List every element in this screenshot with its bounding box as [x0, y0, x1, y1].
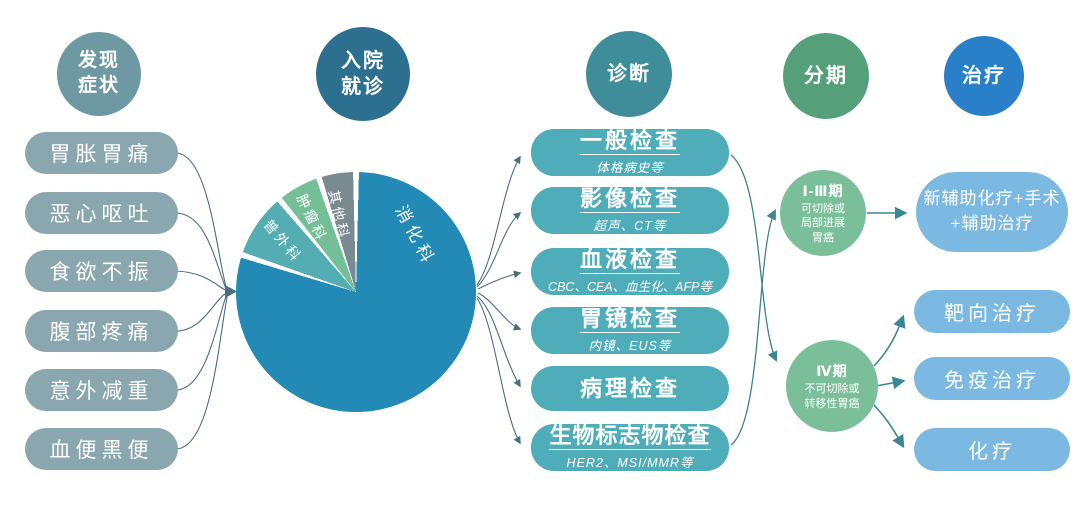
symptom-label: 意外减重 — [49, 380, 154, 403]
connector-diagnosis-to-staging — [730, 154, 778, 446]
staging-circle-stage1-3: Ⅰ-Ⅲ期 可切除或 局部进展 胃癌 — [780, 170, 866, 256]
symptom-label: 恶心呕吐 — [49, 203, 154, 226]
diagnosis-pill-general-exam: 一般检查 体格病史等 — [531, 129, 729, 176]
symptom-label: 腹部疼痛 — [49, 321, 154, 344]
treatment-pill-neoadjuvant-surgery: 新辅助化疗+手术 +辅助治疗 — [916, 172, 1068, 252]
symptom-pill: 意外减重 — [25, 369, 178, 411]
stage-circle-staging: 分期 — [783, 33, 869, 119]
staging-desc-line: 不可切除或 — [804, 383, 860, 396]
staging-desc-line: 胃癌 — [812, 231, 834, 244]
diagnosis-pill-imaging: 影像检查 超声、CT等 — [531, 187, 729, 234]
treatment-label-line: 靶向治疗 — [944, 303, 1040, 325]
diagnosis-pill-biomarker: 生物标志物检查 HER2、MSI/MMR等 — [531, 424, 729, 471]
staging-desc-line: 局部进展 — [801, 217, 845, 230]
diagnosis-subtitle: 内镜、EUS等 — [588, 338, 672, 353]
stage-label-line: 症状 — [77, 75, 120, 96]
stage-circle-diagnosis: 诊断 — [586, 31, 672, 117]
connector-symptoms-to-pie — [175, 152, 228, 450]
symptom-pill: 食欲不振 — [25, 250, 178, 292]
diagnosis-title: 一般检查 — [579, 128, 680, 155]
symptom-pill: 腹部疼痛 — [25, 310, 178, 352]
stage-label-line: 入院 — [341, 50, 385, 72]
diagnosis-title: 血液检查 — [579, 247, 680, 274]
stage-label-line: 诊断 — [607, 63, 651, 85]
diagnosis-pill-blood-test: 血液检查 CBC、CEA、血生化、AFP等 — [531, 248, 729, 295]
diagnosis-pill-gastroscopy: 胃镜检查 内镜、EUS等 — [531, 307, 729, 354]
symptom-label: 胃胀胃痛 — [49, 143, 154, 166]
stage-label-line: 分期 — [804, 65, 848, 87]
connector-staging-to-treatment — [867, 206, 908, 449]
diagnosis-title: 影像检查 — [579, 186, 680, 213]
diagnosis-title: 胃镜检查 — [579, 306, 680, 333]
connector-pie-to-diagnosis — [476, 155, 522, 445]
stage-circle-admission: 入院 就诊 — [316, 27, 410, 121]
treatment-label-line: 新辅助化疗+手术 — [923, 189, 1061, 209]
staging-title: Ⅳ期 — [816, 363, 848, 380]
stage-label-line: 发现 — [77, 50, 120, 72]
diagnosis-title: 病理检查 — [579, 375, 680, 401]
staging-desc-line: 可切除或 — [801, 203, 845, 216]
pie-slice-label-digestive: 消化科 — [391, 202, 440, 270]
treatment-label-line: +辅助治疗 — [950, 214, 1034, 233]
diagnosis-subtitle: 超声、CT等 — [593, 218, 667, 233]
symptom-pill: 血便黑便 — [25, 428, 178, 470]
treatment-label-line: 化疗 — [968, 441, 1016, 463]
stage-label-line: 就诊 — [341, 76, 385, 98]
staging-title: Ⅰ-Ⅲ期 — [802, 183, 844, 200]
symptom-pill: 恶心呕吐 — [25, 192, 178, 234]
symptom-label: 食欲不振 — [49, 261, 154, 284]
treatment-label-line: 免疫治疗 — [944, 370, 1040, 392]
stage-circle-find-symptoms: 发现 症状 — [57, 32, 141, 116]
diagnosis-subtitle: CBC、CEA、血生化、AFP等 — [548, 279, 712, 294]
pie-slice-label-general-surgery: 普外科 — [260, 216, 306, 266]
treatment-pill-immunotherapy: 免疫治疗 — [914, 357, 1070, 400]
symptom-label: 血便黑便 — [49, 439, 154, 462]
pie-chart-departments: 消化科 普外科 肿瘤科 其他科 — [236, 172, 476, 412]
treatment-pill-chemotherapy: 化疗 — [914, 428, 1070, 471]
stage-circle-treatment: 治疗 — [944, 36, 1024, 116]
diagnosis-title: 生物标志物检查 — [549, 423, 711, 450]
staging-desc-line: 转移性胃癌 — [804, 397, 860, 410]
staging-circle-stage4: Ⅳ期 不可切除或 转移性胃癌 — [786, 340, 878, 432]
diagnosis-subtitle: 体格病史等 — [596, 160, 664, 175]
diagnosis-pill-pathology: 病理检查 — [531, 366, 729, 411]
diagnosis-subtitle: HER2、MSI/MMR等 — [566, 455, 694, 470]
symptom-pill: 胃胀胃痛 — [25, 132, 178, 174]
treatment-pill-targeted-therapy: 靶向治疗 — [914, 290, 1070, 333]
stage-label-line: 治疗 — [962, 65, 1006, 87]
